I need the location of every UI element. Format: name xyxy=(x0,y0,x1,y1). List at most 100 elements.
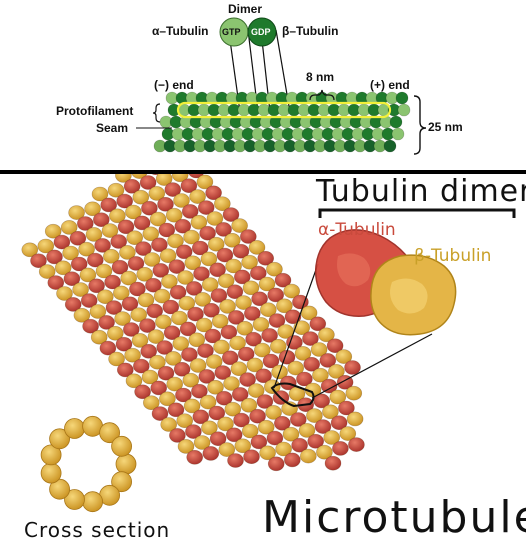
beta-tubulin-bead xyxy=(328,364,345,379)
beta-tubulin-bead xyxy=(193,435,211,450)
alpha-tubulin-bead xyxy=(262,353,280,369)
alpha-tubulin-bead xyxy=(203,303,220,318)
beta-tubulin-bead xyxy=(206,211,224,226)
beta-tubulin-bead xyxy=(207,380,224,395)
beta-tubulin-bead xyxy=(178,295,196,311)
beta-tubulin-bead xyxy=(182,372,200,388)
alpha-tubulin-bead xyxy=(140,344,157,359)
beta-tubulin-bead xyxy=(165,207,183,223)
beta-tubulin-bead xyxy=(316,444,333,460)
beta-tubulin-bead xyxy=(293,320,311,335)
beta-tubulin-bead xyxy=(201,420,218,436)
beta-tubulin-bead xyxy=(97,289,114,304)
beta-tubulin-bead xyxy=(188,332,206,348)
beta-tubulin-bead xyxy=(171,174,189,183)
alpha-tubulin-bead xyxy=(250,434,268,450)
beta-tubulin-bead xyxy=(189,189,206,204)
alpha-tubulin-bead xyxy=(348,437,365,452)
alpha-tubulin-bead xyxy=(338,400,355,416)
alpha-tubulin-bead xyxy=(70,256,88,272)
beta-tubulin-bead xyxy=(195,317,213,333)
beta-tubulin-bead xyxy=(310,342,328,357)
alpha-tubulin-bead xyxy=(116,193,133,209)
microtubule-tube xyxy=(21,174,365,472)
alpha-tubulin-bead xyxy=(181,204,199,219)
alpha-tubulin-bead xyxy=(215,390,233,406)
protofilament-bead xyxy=(49,428,70,450)
beta-tubulin-bead xyxy=(199,394,217,410)
beta-tubulin-bead xyxy=(257,419,275,435)
alpha-tubulin-bead xyxy=(313,393,331,409)
seam-label: Seam xyxy=(96,121,129,135)
alpha-tubulin-bead xyxy=(324,455,342,471)
beta-tubulin-bead xyxy=(276,298,293,314)
alpha-tubulin-bead xyxy=(191,383,208,399)
cross-section-label: Cross section xyxy=(24,518,171,542)
alpha-tubulin-bead xyxy=(77,216,94,231)
beta-tubulin-bead xyxy=(149,211,167,227)
beta-tubulin-bead xyxy=(153,288,171,304)
alpha-tubulin-bead xyxy=(156,340,173,355)
alpha-tubulin-bead xyxy=(320,378,338,394)
beta-tubulin-bead xyxy=(283,283,301,299)
alpha-tubulin-bead xyxy=(289,412,307,427)
beta-tubulin-bead xyxy=(91,186,109,202)
beta-tubulin-bead xyxy=(155,174,173,186)
tubulin-subunit xyxy=(389,115,403,129)
beta-tubulin-bead xyxy=(68,205,85,220)
protofilament-bead xyxy=(111,471,132,493)
alpha-tubulin-bead xyxy=(237,346,255,362)
alpha-tubulin-bead xyxy=(186,449,203,465)
alpha-tubulin-bead xyxy=(111,259,129,275)
beta-tubulin-bead xyxy=(242,280,260,296)
alpha-tubulin-bead xyxy=(105,300,123,315)
callout-line xyxy=(273,263,319,389)
alpha-tubulin-bead xyxy=(127,256,145,271)
beta-tubulin-bead xyxy=(132,189,150,205)
alpha-tubulin-bead xyxy=(151,174,160,175)
alpha-tubulin-bead xyxy=(202,446,220,461)
alpha-tubulin-bead xyxy=(80,293,98,308)
beta-tubulin-bead xyxy=(217,273,235,289)
protofilament-bead xyxy=(99,422,120,444)
beta-tubulin-bead xyxy=(219,299,236,314)
beta-tubulin-bead xyxy=(130,307,147,322)
alpha-tubulin-bead xyxy=(139,175,157,190)
plus-end-label: (+) end xyxy=(370,78,410,92)
spacing-brace xyxy=(309,89,335,101)
alpha-tubulin-bead xyxy=(240,229,257,244)
beta-tubulin-bead xyxy=(143,252,161,267)
beta-tubulin-bead xyxy=(234,438,252,454)
alpha-tubulin-bead xyxy=(99,340,117,356)
beta-tubulin-label: β–Tubulin xyxy=(282,24,339,38)
beta-tubulin-bead xyxy=(252,317,270,332)
beta-tubulin-bead xyxy=(183,398,201,414)
beta-tubulin-bead xyxy=(287,360,305,376)
highlighted-dimer-outline xyxy=(270,382,315,408)
alpha-tubulin-bead xyxy=(117,362,134,378)
alpha-tubulin-bead xyxy=(117,219,135,235)
alpha-tubulin-bead xyxy=(82,318,99,334)
beta-tubulin-bead xyxy=(225,258,242,274)
beta-tubulin-bead xyxy=(253,342,271,358)
alpha-tubulin-bead xyxy=(214,365,232,380)
protofilament-bead xyxy=(64,489,85,510)
beta-tubulin-bead xyxy=(37,238,55,254)
alpha-tubulin-bead xyxy=(225,427,243,443)
alpha-tubulin-bead xyxy=(185,424,202,439)
alpha-tubulin-bead xyxy=(169,428,186,443)
diameter-label: 25 nm xyxy=(428,120,463,134)
alpha-tubulin-bead xyxy=(47,275,65,290)
alpha-tubulin-bead xyxy=(168,259,186,274)
beta-tubulin-bead xyxy=(312,367,329,383)
alpha-tubulin-bead xyxy=(261,328,278,343)
beta-tubulin-bead xyxy=(282,426,300,442)
beta-tubulin-bead xyxy=(200,251,218,267)
beta-tubulin-bead xyxy=(72,282,89,297)
alpha-tubulin-bead xyxy=(286,335,303,350)
beta-tubulin-bead xyxy=(173,193,190,208)
alpha-tubulin-bead xyxy=(266,430,284,446)
alpha-tubulin-bead xyxy=(94,238,111,253)
beta-tubulin-bead xyxy=(248,240,266,255)
beta-tubulin-bead xyxy=(266,261,283,277)
